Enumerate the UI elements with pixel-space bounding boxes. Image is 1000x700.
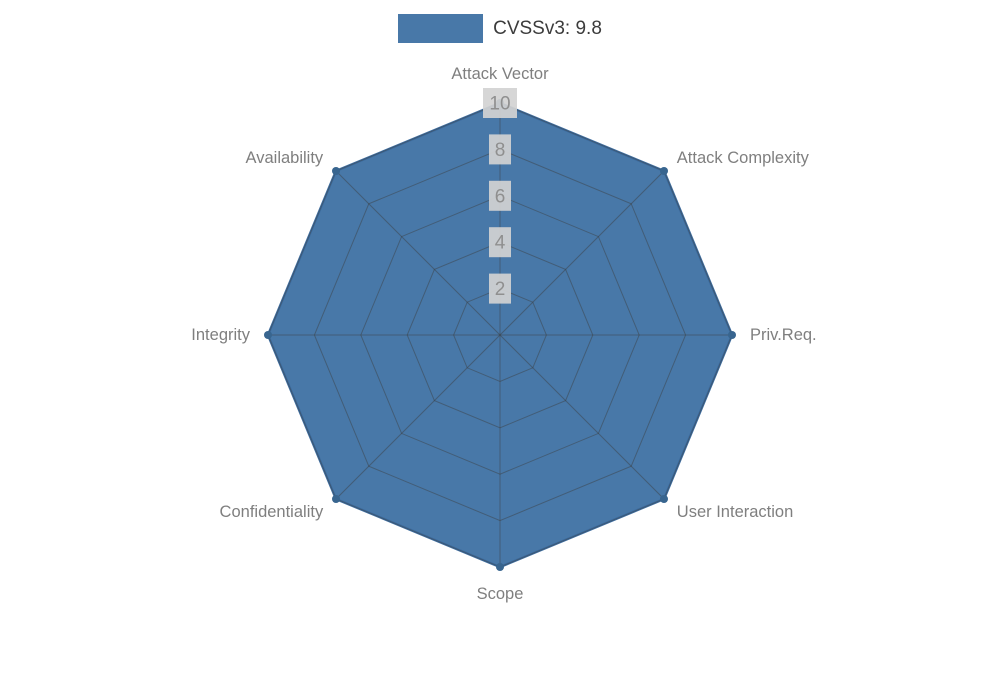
tick-label: 4 <box>495 233 506 254</box>
tick-label: 8 <box>495 140 506 161</box>
axis-label: Integrity <box>191 326 250 344</box>
axis-label: Priv.Req. <box>750 326 817 344</box>
axis-label: Attack Complexity <box>677 149 810 167</box>
vertex-marker <box>728 331 736 339</box>
vertex-marker <box>660 167 668 175</box>
vertex-marker <box>496 563 504 571</box>
legend: CVSSv3: 9.8 <box>0 14 1000 43</box>
radar-spoke <box>335 170 501 336</box>
vertex-marker <box>332 495 340 503</box>
axis-label: Scope <box>477 585 524 603</box>
radar-grid-ring <box>453 288 547 382</box>
radar-grid-ring <box>406 241 594 429</box>
axis-label: Availability <box>246 149 324 167</box>
tick-label-box <box>489 273 511 304</box>
axis-label: User Interaction <box>677 503 793 521</box>
radar-grid-ring <box>313 148 687 522</box>
tick-label: 2 <box>495 279 506 300</box>
tick-label-box <box>489 180 511 211</box>
vertex-marker <box>332 167 340 175</box>
vertex-marker <box>264 331 272 339</box>
legend-swatch <box>398 14 484 43</box>
vertex-marker <box>660 495 668 503</box>
legend-label: CVSSv3: 9.8 <box>493 17 602 39</box>
tick-label-box <box>483 88 517 118</box>
axis-label: Attack Vector <box>451 65 549 83</box>
radar-spoke <box>335 334 501 500</box>
radar-spoke <box>499 170 665 336</box>
tick-label-box <box>489 227 511 258</box>
tick-label: 6 <box>495 186 506 207</box>
tick-label-box <box>489 134 511 165</box>
axis-label: Confidentiality <box>220 503 324 521</box>
tick-label: 10 <box>489 94 510 115</box>
radar-spoke <box>499 334 665 500</box>
radar-grid-ring <box>360 195 640 475</box>
